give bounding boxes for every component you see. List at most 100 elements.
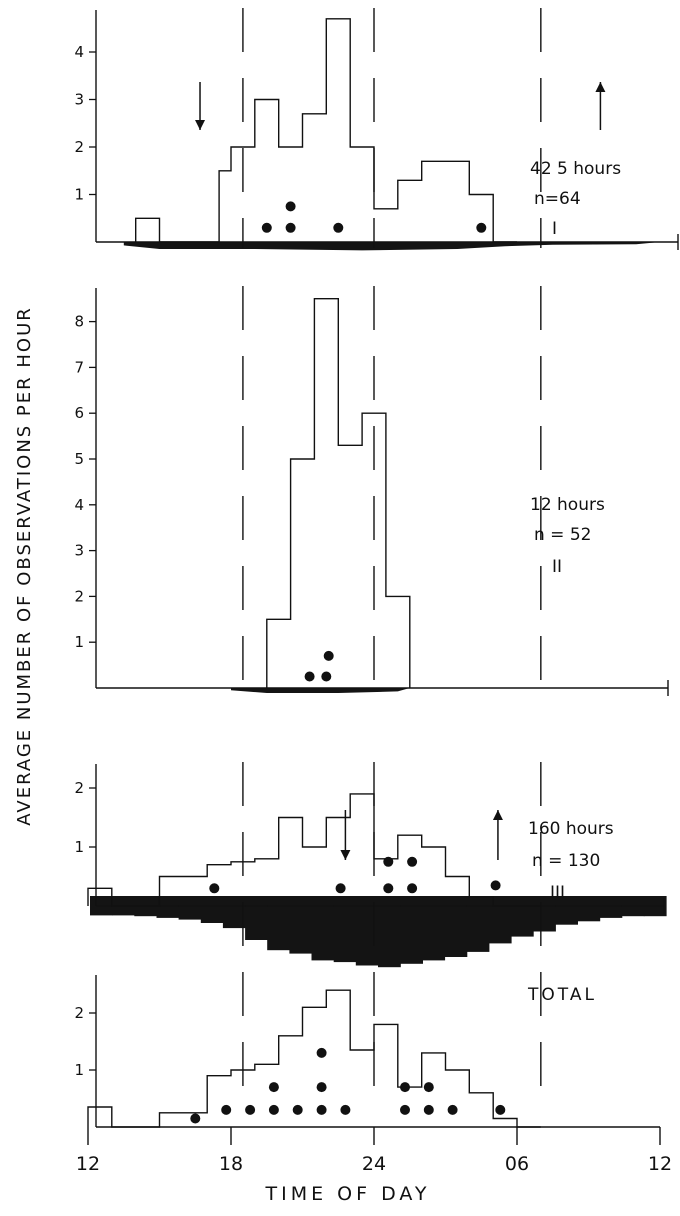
panel-numeral: I bbox=[552, 219, 557, 239]
activity-band bbox=[231, 688, 410, 693]
observation-dot bbox=[268, 1082, 279, 1093]
y-tick-label: 1 bbox=[74, 1061, 84, 1079]
activity-block bbox=[289, 896, 313, 954]
observation-dot bbox=[323, 650, 334, 661]
panel-numeral: III bbox=[550, 883, 565, 903]
y-tick-label: 4 bbox=[74, 496, 84, 514]
activity-block bbox=[577, 896, 601, 922]
activity-block bbox=[311, 896, 335, 961]
observation-dot bbox=[447, 1104, 458, 1115]
y-tick-label: 5 bbox=[74, 450, 84, 468]
observation-dot bbox=[190, 1113, 201, 1124]
sample-size-label: n = 130 bbox=[532, 851, 600, 871]
observation-dot bbox=[383, 883, 394, 894]
observation-dot bbox=[316, 1082, 327, 1093]
y-tick-label: 3 bbox=[74, 542, 84, 560]
observation-dot bbox=[335, 883, 346, 894]
observation-dot bbox=[292, 1104, 303, 1115]
x-tick-label: 12 bbox=[648, 1153, 672, 1175]
down-arrow-head bbox=[195, 120, 206, 130]
activity-block bbox=[178, 896, 202, 920]
activity-block bbox=[267, 896, 290, 951]
observation-dot bbox=[304, 671, 315, 682]
activity-block bbox=[533, 896, 556, 932]
y-tick-label: 2 bbox=[74, 1004, 84, 1022]
observation-dot bbox=[400, 1104, 410, 1115]
observation-dot bbox=[383, 856, 394, 867]
y-tick-label: 8 bbox=[74, 313, 84, 331]
observation-dot bbox=[268, 1104, 279, 1115]
x-tick-label: 06 bbox=[505, 1153, 529, 1175]
y-tick-label: 2 bbox=[74, 587, 84, 605]
histogram-outline bbox=[266, 298, 411, 688]
y-tick-label: 2 bbox=[74, 138, 84, 156]
y-tick-label: 6 bbox=[74, 404, 84, 422]
observation-dot bbox=[285, 201, 296, 212]
observation-dot bbox=[407, 856, 418, 867]
histogram-layer bbox=[87, 18, 541, 1128]
activity-band bbox=[123, 242, 661, 251]
observation-dot bbox=[423, 1082, 434, 1093]
x-tick-label: 18 bbox=[219, 1153, 243, 1175]
duration-label: 160 hours bbox=[528, 819, 614, 839]
y-tick-label: 7 bbox=[74, 358, 84, 376]
observation-dot bbox=[261, 222, 272, 233]
activity-block bbox=[222, 896, 246, 929]
observation-dot bbox=[221, 1104, 232, 1115]
dots-layer bbox=[190, 201, 506, 1124]
activity-block bbox=[378, 896, 401, 968]
up-arrow-head bbox=[595, 82, 606, 92]
observation-dot bbox=[490, 880, 501, 891]
x-tick-label: 24 bbox=[362, 1153, 386, 1175]
y-tick-label: 4 bbox=[74, 43, 84, 61]
activity-block bbox=[245, 896, 268, 940]
activity-block bbox=[333, 896, 357, 963]
observation-dot bbox=[209, 883, 220, 894]
y-tick-label: 3 bbox=[74, 91, 84, 109]
y-tick-label: 1 bbox=[74, 633, 84, 651]
sample-size-label: n = 52 bbox=[534, 525, 591, 545]
histogram-outline bbox=[135, 18, 517, 243]
activity-block bbox=[488, 896, 512, 944]
observation-dot bbox=[316, 1104, 327, 1115]
dashed-lines-layer bbox=[242, 8, 542, 1088]
observation-dot bbox=[407, 883, 418, 894]
observation-dot bbox=[245, 1104, 256, 1115]
total-label: TOTAL bbox=[527, 985, 597, 1005]
down-arrow-head bbox=[340, 850, 351, 860]
observation-dot bbox=[316, 1047, 327, 1058]
activity-block bbox=[355, 896, 379, 966]
sample-size-label: n=64 bbox=[534, 189, 581, 209]
observation-dot bbox=[423, 1104, 434, 1115]
y-tick-label: 1 bbox=[74, 186, 84, 204]
observation-dot bbox=[495, 1104, 506, 1115]
activity-block bbox=[599, 896, 623, 918]
activity-block bbox=[466, 896, 490, 952]
activity-block bbox=[422, 896, 446, 961]
duration-label: 42 5 hours bbox=[530, 159, 621, 179]
histogram-outline bbox=[87, 793, 541, 907]
activity-block bbox=[156, 896, 180, 918]
x-tick-label: 12 bbox=[76, 1153, 100, 1175]
up-arrow-head bbox=[492, 810, 503, 820]
observation-dot bbox=[400, 1082, 410, 1093]
duration-label: 12 hours bbox=[530, 495, 605, 515]
panel-numeral: II bbox=[552, 557, 562, 577]
observation-dot bbox=[476, 222, 487, 233]
activity-block bbox=[555, 896, 578, 925]
x-axis-label: TIME OF DAY bbox=[265, 1183, 431, 1205]
y-axis-label: AVERAGE NUMBER OF OBSERVATIONS PER HOUR bbox=[14, 306, 35, 826]
histogram-outline bbox=[87, 989, 541, 1128]
activity-block bbox=[510, 896, 534, 937]
y-tick-label: 2 bbox=[74, 779, 84, 797]
observation-dot bbox=[340, 1104, 351, 1115]
activity-block bbox=[400, 896, 423, 964]
observation-dot bbox=[285, 222, 296, 233]
y-tick-label: 1 bbox=[74, 838, 84, 856]
dark-bands-layer bbox=[90, 242, 667, 968]
activity-block bbox=[200, 896, 224, 923]
axes-layer bbox=[87, 10, 679, 1145]
observation-dot bbox=[321, 671, 332, 682]
activity-block bbox=[444, 896, 468, 957]
